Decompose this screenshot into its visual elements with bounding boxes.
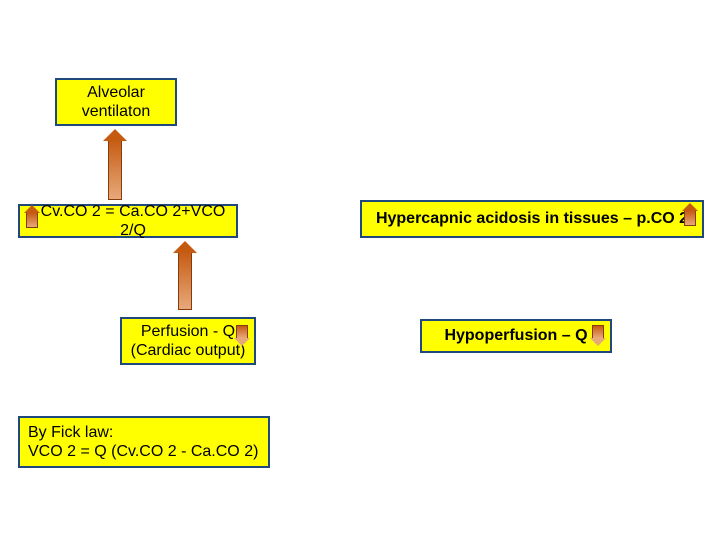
node-perfusion: Perfusion - Q (Cardiac output)	[120, 317, 256, 365]
node-cvco2: Cv.CO 2 = Ca.CO 2+VCO 2/Q	[18, 204, 238, 238]
arrow-up-icon	[684, 210, 696, 226]
label-fick: By Fick law: VCO 2 = Q (Cv.CO 2 - Ca.CO …	[28, 423, 258, 461]
arrow-up-icon	[26, 212, 38, 228]
node-fick: By Fick law: VCO 2 = Q (Cv.CO 2 - Ca.CO …	[18, 416, 270, 468]
arrow-down-icon	[236, 325, 248, 339]
label-perfusion: Perfusion - Q (Cardiac output)	[131, 322, 246, 360]
connector-alveolar-cvco2	[108, 138, 122, 200]
node-alveolar: Alveolar ventilaton	[55, 78, 177, 126]
connector-cvco2-perfusion	[178, 250, 192, 310]
node-hypercapnic: Hypercapnic acidosis in tissues – p.CO 2	[360, 200, 704, 238]
arrow-down-icon	[592, 325, 604, 339]
label-cvco2: Cv.CO 2 = Ca.CO 2+VCO 2/Q	[38, 202, 228, 240]
label-hypercapnic: Hypercapnic acidosis in tissues – p.CO 2	[376, 209, 688, 228]
label-alveolar: Alveolar ventilaton	[82, 83, 151, 121]
node-hypoperfusion: Hypoperfusion – Q	[420, 319, 612, 353]
label-hypoperfusion: Hypoperfusion – Q	[444, 326, 587, 345]
